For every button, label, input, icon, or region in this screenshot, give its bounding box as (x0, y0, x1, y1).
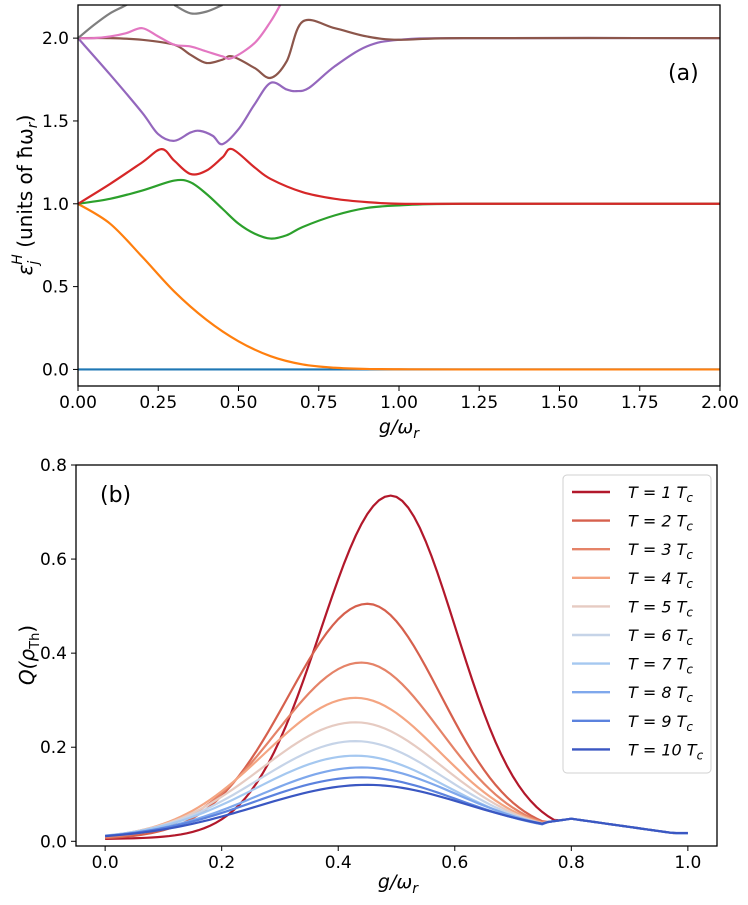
x-tick-label: 1.00 (380, 393, 418, 413)
legend-entry: T = 3 Tc (628, 540, 693, 562)
panel-a-ylabel: εjH (units of ħωr) (10, 115, 42, 276)
y-tick-label: 0.6 (40, 550, 67, 570)
x-tick-label: 0.2 (208, 853, 235, 873)
x-tick-label: 0.4 (325, 853, 352, 873)
y-tick-label: 0.8 (40, 456, 67, 476)
legend-entry: T = 7 Tc (628, 655, 693, 677)
x-tick-label: 0.0 (92, 853, 119, 873)
series-line-level-8 (173, 5, 223, 15)
panel-b-series (105, 494, 688, 840)
panel-b: 0.0 0.2 0.4 0.6 0.8 1.0 0.0 0.2 0.4 0.6 0.8 (b) g/… (15, 456, 718, 897)
x-tick-label: 0.75 (300, 393, 338, 413)
x-tick-label: 0.00 (59, 393, 97, 413)
series-line-T = 10 T_c (105, 783, 688, 838)
x-tick-label: 1.0 (674, 853, 701, 873)
y-tick-label: 0.2 (40, 738, 67, 758)
legend-entry: T = 9 Tc (628, 712, 693, 734)
series-line-T = 8 T_c (105, 766, 688, 838)
y-tick-label: 0.0 (42, 360, 69, 380)
series-line-level-3 (78, 147, 720, 206)
legend-entry: T = 10 Tc (628, 740, 704, 762)
x-tick-label: 0.6 (441, 853, 468, 873)
legend-entry: T = 5 Tc (628, 597, 693, 619)
panel-b-xlabel: g/ωr (378, 871, 419, 897)
panel-a-xlabel: g/ωr (379, 416, 420, 442)
y-tick-label: 0.0 (40, 832, 67, 852)
legend-entry: T = 2 Tc (628, 512, 693, 534)
x-tick-label: 2.00 (701, 393, 739, 413)
y-tick-label: 2.0 (42, 29, 69, 49)
series-line-level-2 (78, 178, 720, 240)
panel-a-ticks: 0.00 0.25 0.50 0.75 1.00 1.25 1.50 1.75 2.00 0.0 0… (42, 29, 739, 413)
legend-entry: T = 1 Tc (628, 483, 693, 505)
x-tick-label: 0.8 (558, 853, 585, 873)
series-line-level-6 (78, 5, 282, 60)
series-line-level-5 (78, 18, 720, 80)
panel-a-label: (a) (668, 61, 699, 86)
panel-b-frame (75, 464, 718, 847)
y-tick-label: 1.5 (42, 112, 69, 132)
legend-entry: T = 8 Tc (628, 683, 693, 705)
legend-entry: T = 6 Tc (628, 626, 693, 648)
legend-entry: T = 4 Tc (628, 569, 693, 591)
x-tick-label: 1.50 (541, 393, 579, 413)
series-line-level-7 (78, 5, 129, 39)
panel-b-label: (b) (100, 483, 131, 508)
x-tick-label: 0.50 (220, 393, 258, 413)
x-tick-label: 1.25 (460, 393, 498, 413)
y-tick-label: 1.0 (42, 195, 69, 215)
series-line-level-4 (78, 36, 720, 146)
panel-b-ticks: 0.0 0.2 0.4 0.6 0.8 1.0 0.0 0.2 0.4 0.6 0.8 (40, 456, 701, 873)
series-line-level-1 (78, 202, 720, 371)
x-tick-label: 1.75 (621, 393, 659, 413)
panel-b-ylabel: Q(ρTh) (15, 625, 43, 685)
legend: T = 1 Tc T = 2 Tc T = 3 Tc T = 4 Tc T = 5 Tc… (562, 474, 712, 774)
panel-a-frame (77, 4, 721, 387)
panel-a-series (78, 5, 720, 371)
x-tick-label: 0.25 (139, 393, 177, 413)
y-tick-label: 0.5 (42, 278, 69, 298)
y-tick-label: 0.4 (40, 644, 67, 664)
panel-a: 0.00 0.25 0.50 0.75 1.00 1.25 1.50 1.75 2.00 0.0 0… (10, 4, 739, 442)
